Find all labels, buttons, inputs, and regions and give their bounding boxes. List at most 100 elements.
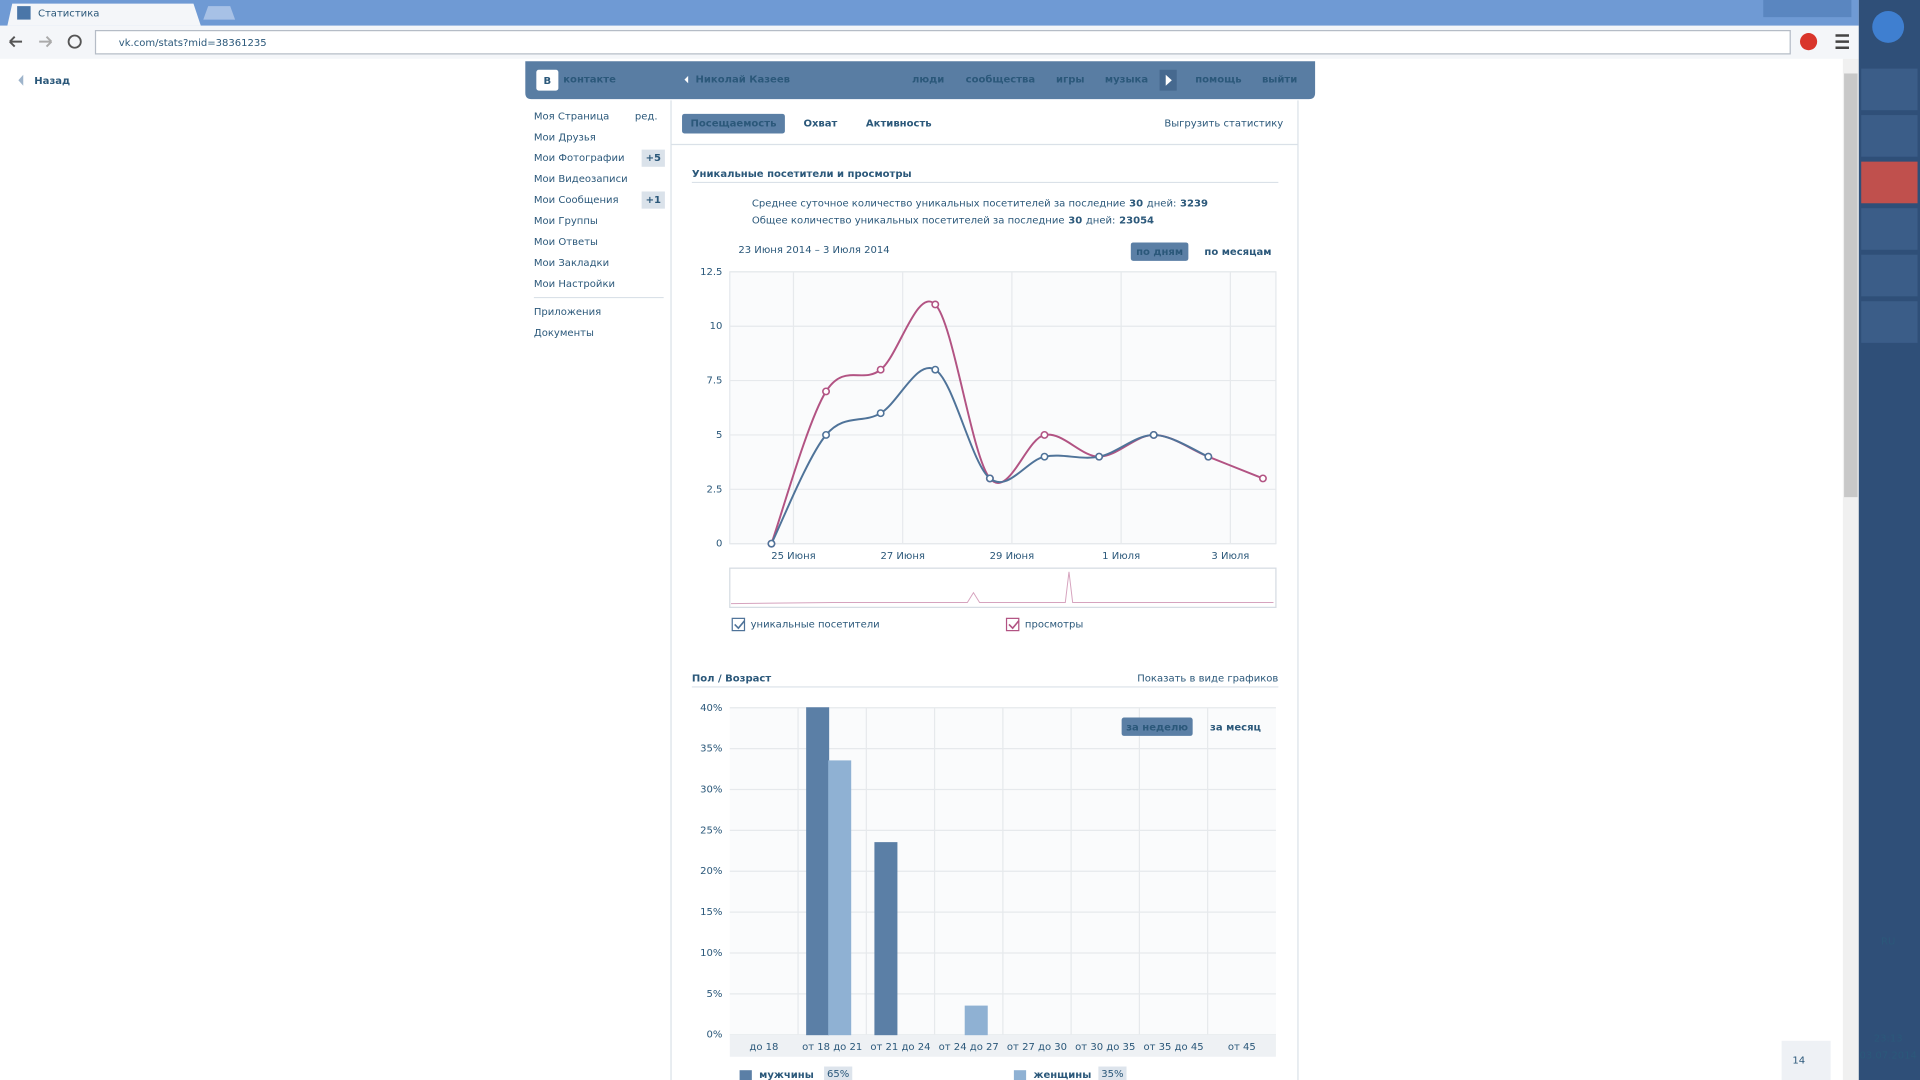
x-tick-label: от 21 до 24 xyxy=(870,1042,930,1053)
reload-button[interactable] xyxy=(67,34,82,49)
y-tick-label: 10 xyxy=(710,321,723,332)
data-point xyxy=(876,409,885,418)
tab-strip xyxy=(0,0,1859,26)
data-point xyxy=(931,300,940,309)
window-buttons[interactable] xyxy=(1763,0,1852,18)
sidebar-item[interactable]: Мои Закладки xyxy=(534,258,609,269)
edit-link[interactable]: ред. xyxy=(635,111,658,122)
legend-share-box xyxy=(824,1066,853,1080)
data-point xyxy=(1204,452,1213,461)
badge-box xyxy=(641,191,665,209)
sidebar-item[interactable]: Мои Фотографии xyxy=(534,153,625,164)
back-arrow xyxy=(18,74,24,86)
data-point xyxy=(822,387,831,396)
mode-selected[interactable] xyxy=(1130,242,1189,261)
sidebar-item[interactable]: Документы xyxy=(534,328,594,339)
legend-label[interactable]: женщины xyxy=(1033,1070,1091,1080)
x-tick-label: от 30 до 35 xyxy=(1075,1042,1135,1053)
forward-button[interactable] xyxy=(39,36,53,48)
bar xyxy=(806,707,830,1036)
sidebar-item[interactable]: Моя Страница xyxy=(534,111,609,122)
date-range: 23 Июня 2014 – 3 Июля 2014 xyxy=(738,245,889,256)
tab[interactable]: Посещаемость xyxy=(691,119,777,130)
y-tick-label: 0 xyxy=(716,539,722,550)
mode-button[interactable]: за неделю xyxy=(1126,722,1188,733)
mode-button[interactable]: по месяцам xyxy=(1204,247,1271,258)
y-tick-label: 20% xyxy=(700,866,722,877)
tab[interactable] xyxy=(7,3,201,26)
tab-title: Статистика xyxy=(38,8,99,19)
app-icon[interactable] xyxy=(1861,301,1918,343)
adblock-icon[interactable] xyxy=(1800,33,1818,51)
y-tick-label: 7.5 xyxy=(706,376,722,387)
tab[interactable]: Охват xyxy=(803,119,837,130)
summary-part: 30 xyxy=(1129,198,1143,209)
legend-checkbox[interactable] xyxy=(1005,617,1020,632)
nav-item[interactable]: люди xyxy=(912,75,944,86)
y-tick-label: 5 xyxy=(716,430,722,441)
nav-item[interactable]: выйти xyxy=(1262,75,1297,86)
mode-button[interactable]: по дням xyxy=(1136,247,1183,258)
new-tab[interactable] xyxy=(203,6,236,20)
mode-selected[interactable] xyxy=(1121,717,1193,736)
section-title: Уникальные посетители и просмотры xyxy=(692,169,912,180)
legend-checkbox[interactable] xyxy=(731,617,746,632)
app-icon[interactable] xyxy=(1861,161,1918,204)
legend-swatch xyxy=(739,1070,752,1080)
user-name[interactable]: Николай Казеев xyxy=(696,75,791,86)
sidebar-item[interactable]: Мои Настройки xyxy=(534,279,615,290)
nav-item[interactable]: музыка xyxy=(1105,75,1148,86)
data-point xyxy=(767,539,776,548)
menu-button[interactable] xyxy=(1835,34,1849,49)
legend-label[interactable]: просмотры xyxy=(1025,619,1083,630)
nav-item[interactable]: помощь xyxy=(1195,75,1241,86)
sidebar-item[interactable]: Мои Друзья xyxy=(534,132,596,143)
data-point xyxy=(931,365,940,374)
y-tick-label: 25% xyxy=(700,825,722,836)
scroll-thumb[interactable] xyxy=(1844,73,1858,498)
back-link[interactable]: Назад xyxy=(34,76,70,87)
nav-item[interactable]: сообщества xyxy=(966,74,1036,86)
app-icon[interactable] xyxy=(1861,68,1918,111)
app-icon[interactable] xyxy=(1861,115,1918,157)
start-button[interactable] xyxy=(1872,11,1905,43)
x-tick-label: от 35 до 45 xyxy=(1143,1042,1203,1053)
legend-label[interactable]: мужчины xyxy=(759,1070,814,1080)
nav-item[interactable]: игры xyxy=(1056,75,1085,86)
data-point xyxy=(822,430,831,439)
y-tick-label: 15% xyxy=(700,907,722,918)
tab[interactable]: Активность xyxy=(866,119,932,130)
tab-selected[interactable] xyxy=(682,113,785,134)
sidebar-item[interactable]: Мои Ответы xyxy=(534,237,598,248)
data-point xyxy=(1095,452,1104,461)
graph-link[interactable]: Показать в виде графиков xyxy=(1137,673,1278,684)
data-point xyxy=(1040,430,1049,439)
x-tick-label: 29 Июня xyxy=(990,551,1035,562)
legend-label[interactable]: уникальные посетители xyxy=(751,619,880,630)
sidebar-item[interactable]: Приложения xyxy=(534,307,601,318)
y-tick-label: 30% xyxy=(700,784,722,795)
logo[interactable]: контакте xyxy=(563,75,616,86)
logo-letter: В xyxy=(544,76,552,87)
app-icon[interactable] xyxy=(1861,208,1918,250)
address-bar[interactable] xyxy=(94,30,1791,55)
corner-box[interactable] xyxy=(1781,1040,1831,1080)
back-button[interactable] xyxy=(9,36,23,48)
export-link[interactable]: Выгрузить статистику xyxy=(1164,119,1283,130)
sidebar-item[interactable]: Мои Группы xyxy=(534,216,598,227)
y-tick-label: 2.5 xyxy=(706,484,722,495)
badge: +5 xyxy=(646,153,661,164)
bar xyxy=(874,842,898,1036)
summary-line: Среднее суточное количество уникальных п… xyxy=(752,198,1208,209)
app-icon[interactable] xyxy=(1861,254,1918,297)
badge: +1 xyxy=(646,195,661,206)
legend-check xyxy=(734,620,746,630)
user-arrow xyxy=(684,75,689,84)
mode-button[interactable]: за месяц xyxy=(1210,722,1261,733)
y-tick-label: 12.5 xyxy=(700,267,722,278)
legend-share-box xyxy=(1098,1066,1127,1080)
axis-band xyxy=(729,1034,1276,1057)
logo-box[interactable] xyxy=(536,69,559,91)
sidebar-item[interactable]: Мои Сообщения xyxy=(534,195,619,206)
sidebar-item[interactable]: Мои Видеозаписи xyxy=(534,174,628,185)
